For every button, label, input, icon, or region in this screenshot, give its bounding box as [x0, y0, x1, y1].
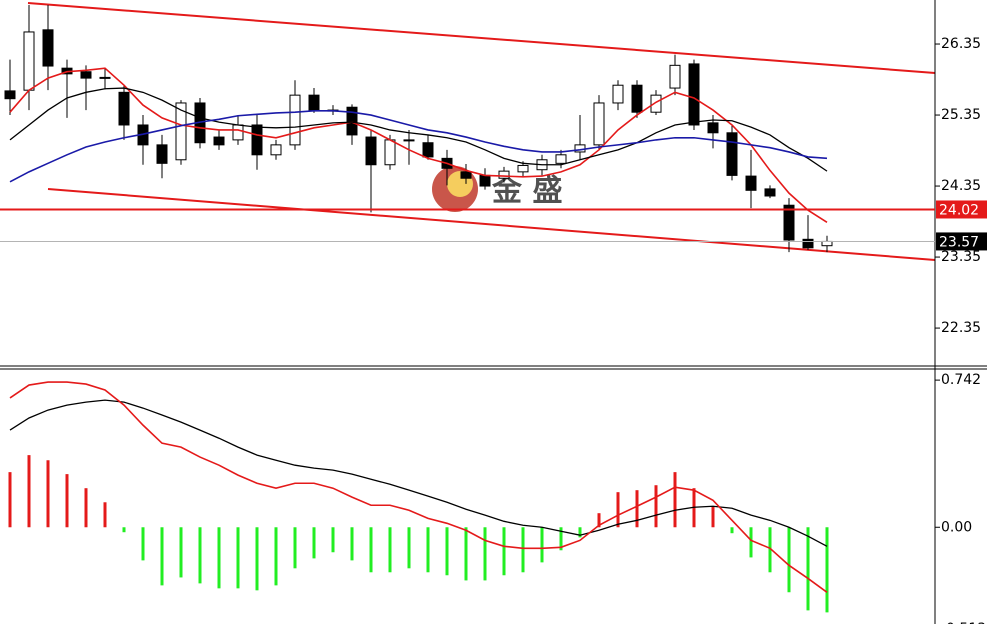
- candle-body: [726, 132, 738, 176]
- indicator-line: [9, 381, 828, 593]
- y-tick-label: 23.35: [941, 249, 981, 265]
- price-label: 23.57: [939, 234, 979, 250]
- y-tick-label: 24.35: [941, 178, 981, 194]
- candle-body: [479, 174, 491, 187]
- candle-body: [23, 31, 35, 91]
- channel-lower: [47, 188, 936, 261]
- candle-body: [175, 102, 187, 161]
- candle-body: [80, 71, 92, 79]
- candle-body: [270, 144, 282, 156]
- y-tick-label: 0.742: [941, 372, 981, 388]
- candle-body: [650, 94, 662, 113]
- candle-body: [422, 142, 434, 158]
- candle-body: [745, 175, 757, 191]
- candle-body: [251, 124, 263, 156]
- candle-body: [346, 106, 358, 136]
- candle-body: [42, 29, 54, 67]
- price-label: 24.02: [939, 202, 979, 218]
- y-tick-label: -0.513: [941, 621, 986, 624]
- candle-body: [517, 164, 529, 173]
- indicator-line: [9, 87, 828, 172]
- candle-body: [783, 204, 795, 241]
- y-tick-label: 22.35: [941, 320, 981, 336]
- indicator-line: [9, 109, 828, 183]
- candle-body: [802, 238, 814, 249]
- y-tick-label: 0.00: [941, 519, 972, 535]
- candle-body: [498, 170, 510, 179]
- candle-body: [289, 94, 301, 146]
- candle-body: [99, 76, 111, 79]
- watermark: 金 盛: [432, 166, 562, 212]
- candle-body: [403, 139, 415, 142]
- candle-body: [612, 84, 624, 104]
- y-tick-label: 26.35: [941, 36, 981, 52]
- candle-body: [669, 64, 681, 89]
- candle-body: [460, 171, 472, 179]
- y-tick-label: 25.35: [941, 107, 981, 123]
- price-label-box: [936, 232, 987, 251]
- candle-body: [213, 136, 225, 146]
- candle-body: [764, 188, 776, 197]
- candle-body: [688, 63, 700, 126]
- price-label-box: [936, 200, 987, 219]
- candle-body: [365, 136, 377, 166]
- indicator-line: [9, 67, 828, 223]
- candle-body: [156, 144, 168, 164]
- candle-body: [118, 91, 130, 126]
- candle-body: [308, 94, 320, 111]
- candle-body: [4, 90, 16, 100]
- candle-body: [555, 154, 567, 164]
- candle-body: [631, 84, 643, 113]
- indicator-line: [9, 399, 828, 547]
- channel-upper: [27, 2, 936, 74]
- candle-body: [707, 122, 719, 134]
- candle-body: [384, 139, 396, 166]
- candle-body: [232, 124, 244, 141]
- candle-body: [821, 240, 833, 247]
- candle-body: [593, 102, 605, 146]
- watermark-text: 金 盛: [491, 174, 562, 209]
